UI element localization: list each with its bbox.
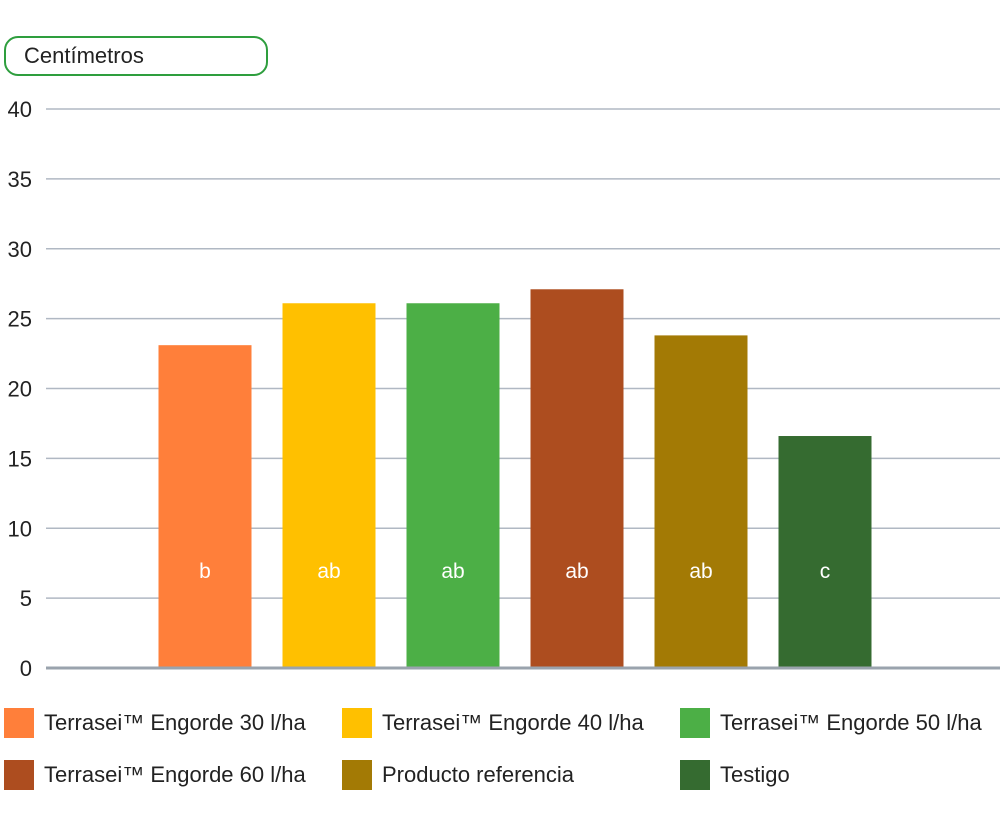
bar-chart: 0 5 10 15 20 25 30 35 40 b ab ab ab ab c xyxy=(8,97,1000,681)
legend-label: Terrasei™ Engorde 60 l/ha xyxy=(44,762,306,787)
legend-item: Terrasei™ Engorde 60 l/ha xyxy=(4,758,306,792)
legend-item: Terrasei™ Engorde 30 l/ha xyxy=(4,706,306,740)
legend-swatch xyxy=(4,708,34,738)
y-tick-label: 30 xyxy=(8,237,32,262)
y-tick-label: 5 xyxy=(20,586,32,611)
y-tick-label: 15 xyxy=(8,446,32,471)
legend-item: Terrasei™ Engorde 50 l/ha xyxy=(680,706,982,740)
bar-significance-label: b xyxy=(199,560,211,583)
legend-label: Terrasei™ Engorde 50 l/ha xyxy=(720,710,982,735)
bar-significance-label: ab xyxy=(317,560,340,583)
legend-item: Producto referencia xyxy=(342,758,574,792)
bar-significance-label: c xyxy=(820,560,831,583)
chart-legend: Terrasei™ Engorde 30 l/ha Terrasei™ Engor… xyxy=(0,700,1000,810)
y-tick-label: 40 xyxy=(8,97,32,122)
legend-item: Testigo xyxy=(680,758,790,792)
legend-swatch xyxy=(680,708,710,738)
bar xyxy=(282,303,376,668)
legend-label: Testigo xyxy=(720,762,790,787)
legend-label: Producto referencia xyxy=(382,762,574,787)
bar xyxy=(778,436,872,668)
y-tick-label: 35 xyxy=(8,167,32,192)
bar xyxy=(530,289,624,668)
bar-significance-label: ab xyxy=(565,560,588,583)
bar-significance-label: ab xyxy=(689,560,712,583)
legend-swatch xyxy=(680,760,710,790)
y-tick-label: 10 xyxy=(8,516,32,541)
y-tick-label: 20 xyxy=(8,377,32,402)
y-axis-unit-label: Centímetros xyxy=(4,36,268,76)
legend-swatch xyxy=(4,760,34,790)
y-tick-label: 25 xyxy=(8,307,32,332)
legend-swatch xyxy=(342,760,372,790)
legend-swatch xyxy=(342,708,372,738)
legend-item: Terrasei™ Engorde 40 l/ha xyxy=(342,706,644,740)
legend-label: Terrasei™ Engorde 40 l/ha xyxy=(382,710,644,735)
bar-significance-label: ab xyxy=(441,560,464,583)
bar xyxy=(406,303,500,668)
y-tick-label: 0 xyxy=(20,656,32,681)
bar xyxy=(158,345,252,668)
legend-label: Terrasei™ Engorde 30 l/ha xyxy=(44,710,306,735)
bar xyxy=(654,335,748,668)
